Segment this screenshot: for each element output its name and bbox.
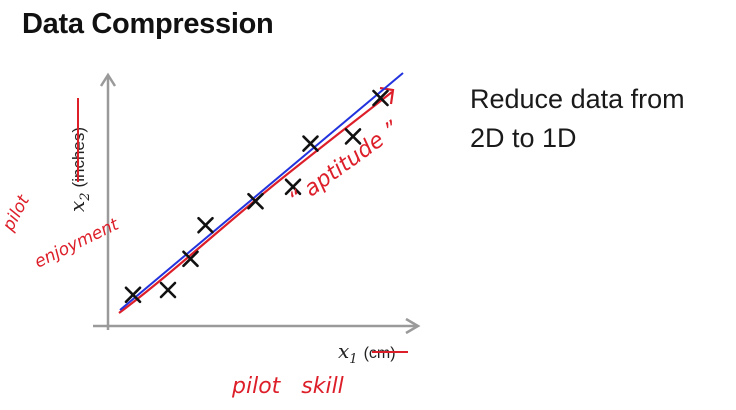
data-point-marker <box>182 250 199 268</box>
side-caption: Reduce data from 2D to 1D <box>470 80 685 158</box>
line-note-aptitude: “ aptitude ” <box>285 116 405 212</box>
svg-text:enjoyment: enjoyment <box>31 214 123 272</box>
side-caption-line-2: 2D to 1D <box>470 123 577 153</box>
y-axis-subscript: 2 <box>78 192 93 201</box>
svg-text:x1(cm): x1 (cm) <box>338 339 396 367</box>
x-axis-subscript: 1 <box>349 352 357 367</box>
projection-line <box>118 91 393 314</box>
data-point-marker <box>159 281 177 299</box>
data-point-marker <box>284 178 302 196</box>
data-point-marker <box>124 286 142 304</box>
x-axis-unit: (cm) <box>364 345 396 362</box>
svg-text:“ aptitude ”: “ aptitude ” <box>285 116 405 212</box>
axes <box>93 72 421 335</box>
data-point-marker <box>247 192 264 210</box>
x-axis-label: x1 (cm) <box>338 339 408 367</box>
data-point-marker <box>197 216 214 234</box>
fit-line <box>119 72 404 311</box>
y-note-enjoyment: enjoyment <box>31 214 123 272</box>
data-point-marker <box>372 89 389 107</box>
y-note-pilot: pilot <box>0 191 35 235</box>
x-note-pilot-skill: pilot skill <box>231 374 344 399</box>
data-point-marker <box>302 135 319 152</box>
svg-text:pilot: pilot <box>0 191 35 235</box>
x-axis-arrowhead <box>405 317 421 335</box>
data-points <box>124 89 389 304</box>
y-axis-label: x2(inches) <box>65 98 93 212</box>
y-axis-variable: x <box>65 201 89 212</box>
slide-title: Data Compression <box>22 8 274 40</box>
y-axis-arrowhead <box>99 72 117 87</box>
data-point-marker <box>344 128 362 145</box>
x-axis-variable: x <box>338 339 349 363</box>
side-caption-line-1: Reduce data from <box>470 84 685 114</box>
